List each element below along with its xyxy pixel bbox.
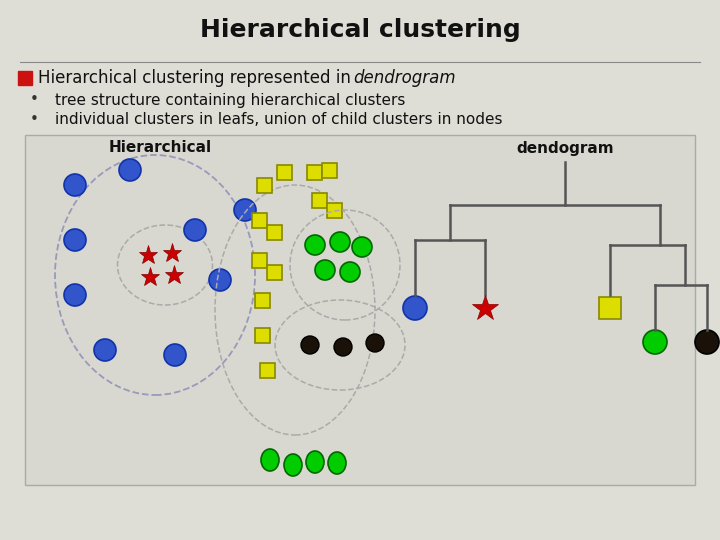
Bar xyxy=(322,163,337,178)
Circle shape xyxy=(352,237,372,257)
Circle shape xyxy=(64,284,86,306)
Ellipse shape xyxy=(284,454,302,476)
Bar xyxy=(260,363,275,378)
Text: Hierarchical clustering represented in: Hierarchical clustering represented in xyxy=(38,69,356,87)
Ellipse shape xyxy=(328,452,346,474)
Bar xyxy=(312,193,327,208)
Circle shape xyxy=(403,296,427,320)
Text: dendrogram: dendrogram xyxy=(353,69,456,87)
Circle shape xyxy=(234,199,256,221)
FancyBboxPatch shape xyxy=(25,135,695,485)
Ellipse shape xyxy=(306,451,324,473)
Text: Hierarchical: Hierarchical xyxy=(109,140,212,156)
Circle shape xyxy=(184,219,206,241)
Circle shape xyxy=(164,344,186,366)
Bar xyxy=(267,265,282,280)
Bar xyxy=(277,165,292,180)
Bar xyxy=(267,225,282,240)
Circle shape xyxy=(301,336,319,354)
Circle shape xyxy=(209,269,231,291)
Ellipse shape xyxy=(261,449,279,471)
Circle shape xyxy=(366,334,384,352)
Text: •: • xyxy=(30,112,39,127)
Bar xyxy=(327,203,342,218)
Bar xyxy=(255,293,270,308)
Circle shape xyxy=(305,235,325,255)
Text: Hierarchical clustering: Hierarchical clustering xyxy=(199,18,521,42)
Bar xyxy=(307,165,322,180)
Bar xyxy=(252,253,267,268)
Bar xyxy=(252,213,267,228)
Text: tree structure containing hierarchical clusters: tree structure containing hierarchical c… xyxy=(55,92,405,107)
Bar xyxy=(255,328,270,343)
Text: dendogram: dendogram xyxy=(516,140,614,156)
Circle shape xyxy=(64,229,86,251)
Circle shape xyxy=(340,262,360,282)
Text: •: • xyxy=(30,92,39,107)
Circle shape xyxy=(695,330,719,354)
Circle shape xyxy=(334,338,352,356)
Bar xyxy=(599,297,621,319)
Circle shape xyxy=(119,159,141,181)
Circle shape xyxy=(643,330,667,354)
Circle shape xyxy=(315,260,335,280)
Circle shape xyxy=(330,232,350,252)
Circle shape xyxy=(94,339,116,361)
Text: individual clusters in leafs, union of child clusters in nodes: individual clusters in leafs, union of c… xyxy=(55,112,503,127)
Bar xyxy=(257,178,272,193)
Circle shape xyxy=(64,174,86,196)
FancyBboxPatch shape xyxy=(18,71,32,85)
